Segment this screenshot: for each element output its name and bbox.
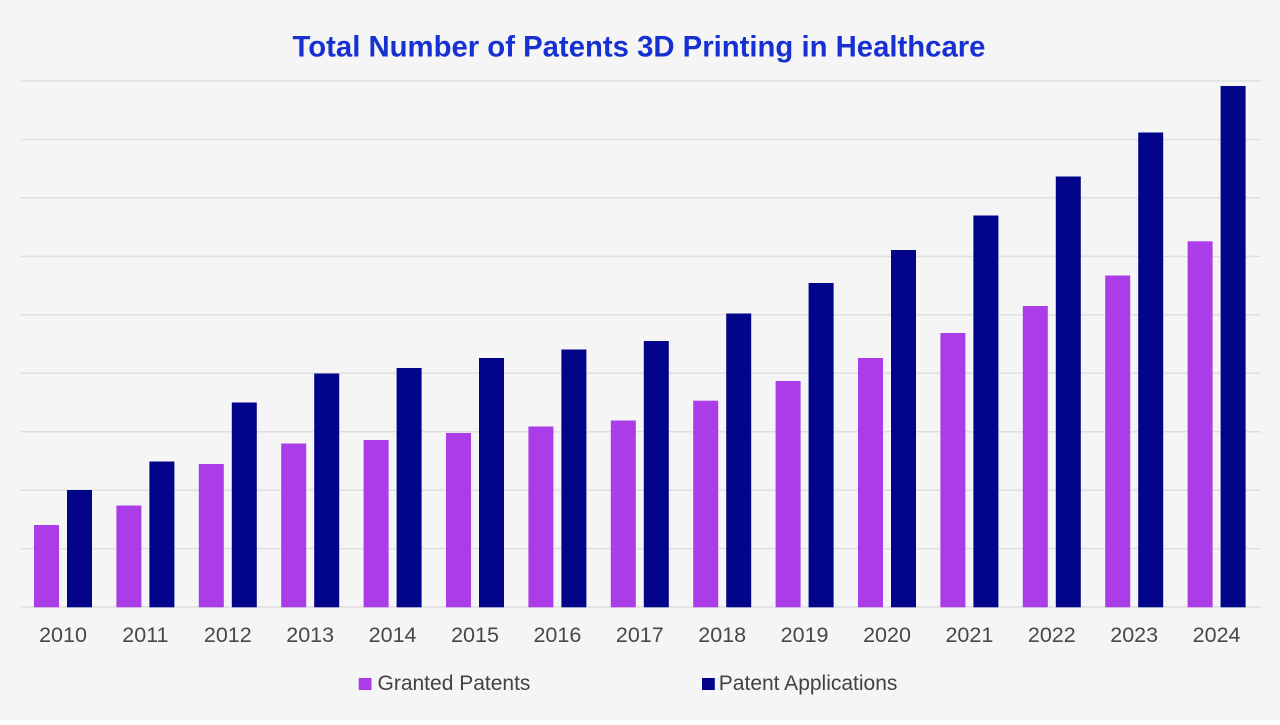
svg-text:2024: 2024	[1193, 623, 1241, 647]
svg-text:2016: 2016	[533, 623, 581, 647]
svg-text:2021: 2021	[945, 623, 993, 647]
svg-text:2022: 2022	[1028, 623, 1076, 647]
svg-text:2013: 2013	[286, 623, 334, 647]
svg-text:Patent Applications: Patent Applications	[719, 672, 898, 695]
svg-text:2012: 2012	[204, 623, 252, 647]
svg-text:2011: 2011	[122, 623, 168, 647]
svg-text:2010: 2010	[39, 623, 87, 647]
svg-text:2018: 2018	[698, 623, 746, 647]
svg-text:Total Number of Patents 3D Pri: Total Number of Patents 3D Printing in H…	[293, 31, 986, 64]
svg-text:2020: 2020	[863, 623, 911, 647]
svg-text:2014: 2014	[369, 623, 417, 647]
svg-text:2019: 2019	[781, 623, 829, 647]
svg-text:2017: 2017	[616, 623, 664, 647]
svg-text:2023: 2023	[1110, 623, 1158, 647]
svg-text:2015: 2015	[451, 623, 499, 647]
svg-text:Granted Patents: Granted Patents	[378, 672, 531, 695]
